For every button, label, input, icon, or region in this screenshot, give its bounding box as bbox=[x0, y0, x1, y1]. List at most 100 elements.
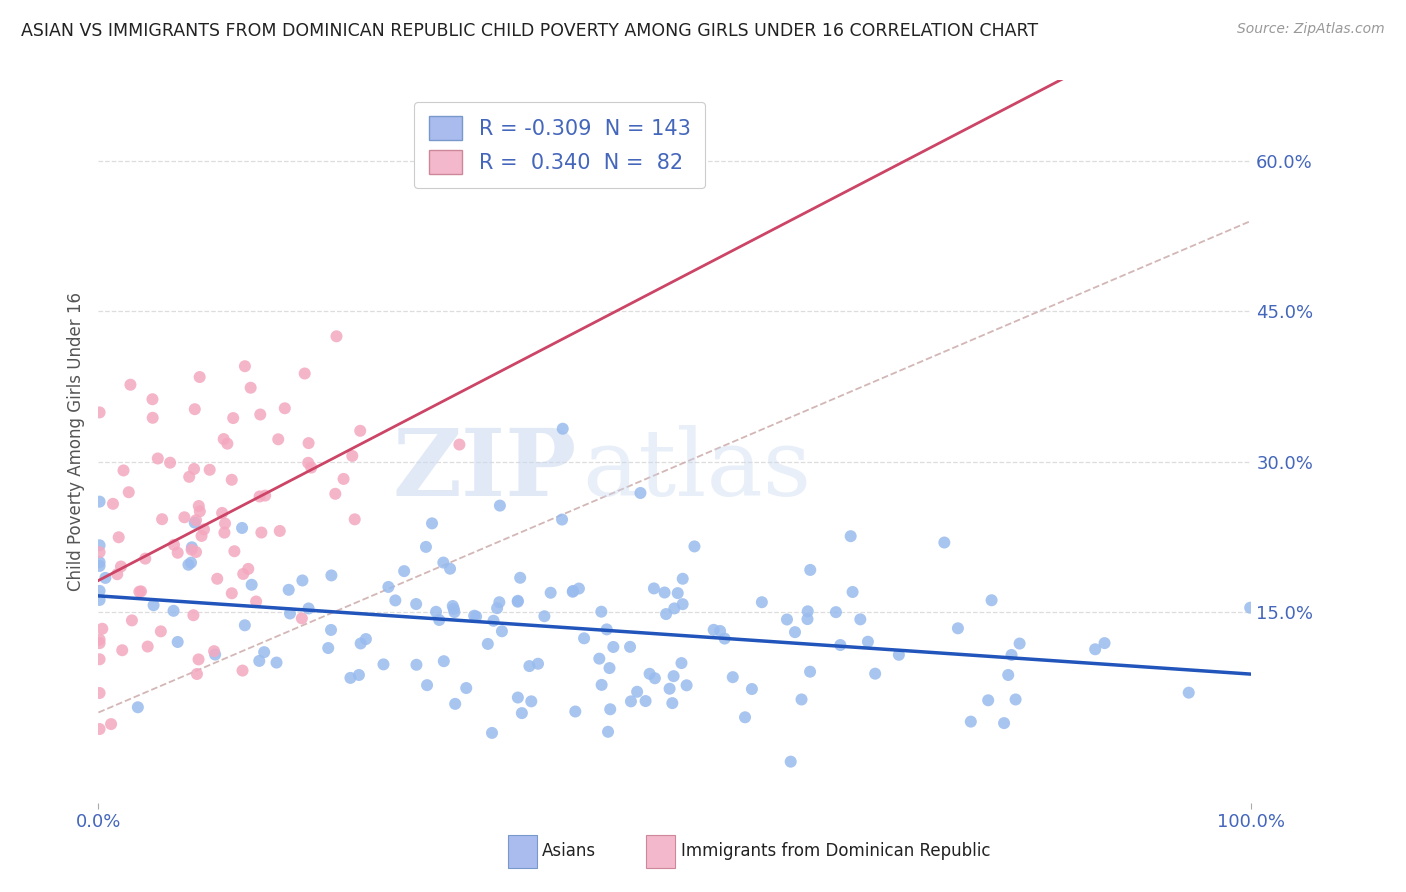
Point bbox=[946, 621, 969, 635]
Point bbox=[620, 694, 643, 708]
Point bbox=[91, 622, 114, 636]
Point bbox=[325, 329, 347, 343]
Point bbox=[231, 664, 253, 678]
Point bbox=[506, 594, 529, 608]
Point bbox=[415, 540, 437, 554]
Point bbox=[149, 624, 172, 639]
Point bbox=[420, 516, 443, 531]
Point bbox=[449, 437, 471, 451]
Point bbox=[188, 504, 211, 518]
Point bbox=[166, 635, 188, 649]
Point bbox=[249, 490, 271, 504]
Point bbox=[506, 595, 529, 609]
Point bbox=[204, 648, 226, 662]
Text: ASIAN VS IMMIGRANTS FROM DOMINICAN REPUBLIC CHILD POVERTY AMONG GIRLS UNDER 16 C: ASIAN VS IMMIGRANTS FROM DOMINICAN REPUB… bbox=[21, 22, 1038, 40]
Point bbox=[266, 656, 288, 670]
Point bbox=[142, 410, 165, 425]
Point bbox=[588, 651, 610, 665]
Point bbox=[297, 456, 319, 470]
Point bbox=[664, 601, 686, 615]
Point bbox=[110, 559, 132, 574]
Point bbox=[443, 605, 465, 619]
Point bbox=[267, 432, 290, 446]
Point bbox=[441, 599, 464, 613]
Point bbox=[249, 408, 271, 422]
Point bbox=[187, 652, 209, 666]
Point bbox=[477, 637, 499, 651]
Point bbox=[599, 702, 621, 716]
Point bbox=[278, 607, 301, 621]
Point bbox=[661, 696, 683, 710]
Point bbox=[486, 601, 509, 615]
Point bbox=[709, 624, 731, 638]
Point bbox=[672, 597, 695, 611]
Y-axis label: Child Poverty Among Girls Under 16: Child Poverty Among Girls Under 16 bbox=[66, 292, 84, 591]
Point bbox=[94, 571, 117, 585]
Legend: R = -0.309  N = 143, R =  0.340  N =  82: R = -0.309 N = 143, R = 0.340 N = 82 bbox=[415, 102, 704, 188]
Point bbox=[959, 714, 981, 729]
Point bbox=[89, 722, 111, 736]
Point bbox=[184, 545, 207, 559]
Point bbox=[662, 669, 685, 683]
Point bbox=[173, 510, 195, 524]
Point bbox=[332, 472, 354, 486]
Point bbox=[180, 541, 202, 555]
Point bbox=[433, 654, 456, 668]
Point bbox=[849, 612, 872, 626]
Point bbox=[253, 645, 276, 659]
Point bbox=[643, 582, 665, 596]
Point bbox=[666, 586, 689, 600]
Point bbox=[121, 614, 143, 628]
Point bbox=[120, 377, 142, 392]
Point bbox=[179, 470, 201, 484]
Point bbox=[111, 643, 134, 657]
Point bbox=[214, 516, 236, 531]
Point bbox=[136, 640, 159, 654]
Point bbox=[863, 666, 886, 681]
Text: Asians: Asians bbox=[543, 842, 596, 860]
Point bbox=[129, 584, 152, 599]
Text: Immigrants from Dominican Republic: Immigrants from Dominican Republic bbox=[681, 842, 990, 860]
Point bbox=[540, 586, 562, 600]
Point bbox=[297, 436, 319, 450]
Point bbox=[1239, 600, 1261, 615]
Point bbox=[128, 584, 150, 599]
Point bbox=[561, 584, 583, 599]
Point bbox=[751, 595, 773, 609]
Point bbox=[221, 586, 243, 600]
Point bbox=[350, 636, 373, 650]
Point bbox=[107, 530, 129, 544]
Point bbox=[481, 726, 503, 740]
FancyBboxPatch shape bbox=[647, 835, 675, 868]
Point bbox=[127, 700, 149, 714]
Point bbox=[89, 538, 111, 552]
Point bbox=[89, 583, 111, 598]
Point bbox=[799, 665, 821, 679]
Point bbox=[291, 574, 314, 588]
Point bbox=[89, 405, 111, 419]
Point bbox=[779, 755, 801, 769]
Point bbox=[741, 681, 763, 696]
Point bbox=[856, 634, 879, 648]
Point bbox=[443, 602, 465, 616]
Point bbox=[321, 568, 343, 582]
Point bbox=[619, 640, 641, 654]
Point bbox=[596, 623, 619, 637]
Point bbox=[222, 411, 245, 425]
Point bbox=[444, 697, 467, 711]
Point bbox=[830, 638, 852, 652]
Point bbox=[202, 644, 225, 658]
Point bbox=[591, 678, 613, 692]
Point bbox=[180, 542, 202, 557]
Point bbox=[339, 671, 361, 685]
Point bbox=[146, 451, 169, 466]
Point bbox=[799, 563, 821, 577]
Point bbox=[240, 578, 263, 592]
Point bbox=[634, 694, 657, 708]
Point bbox=[465, 609, 488, 624]
Point bbox=[551, 422, 574, 436]
Point bbox=[224, 544, 246, 558]
Point bbox=[683, 540, 706, 554]
Point bbox=[384, 593, 406, 607]
Point bbox=[596, 724, 619, 739]
